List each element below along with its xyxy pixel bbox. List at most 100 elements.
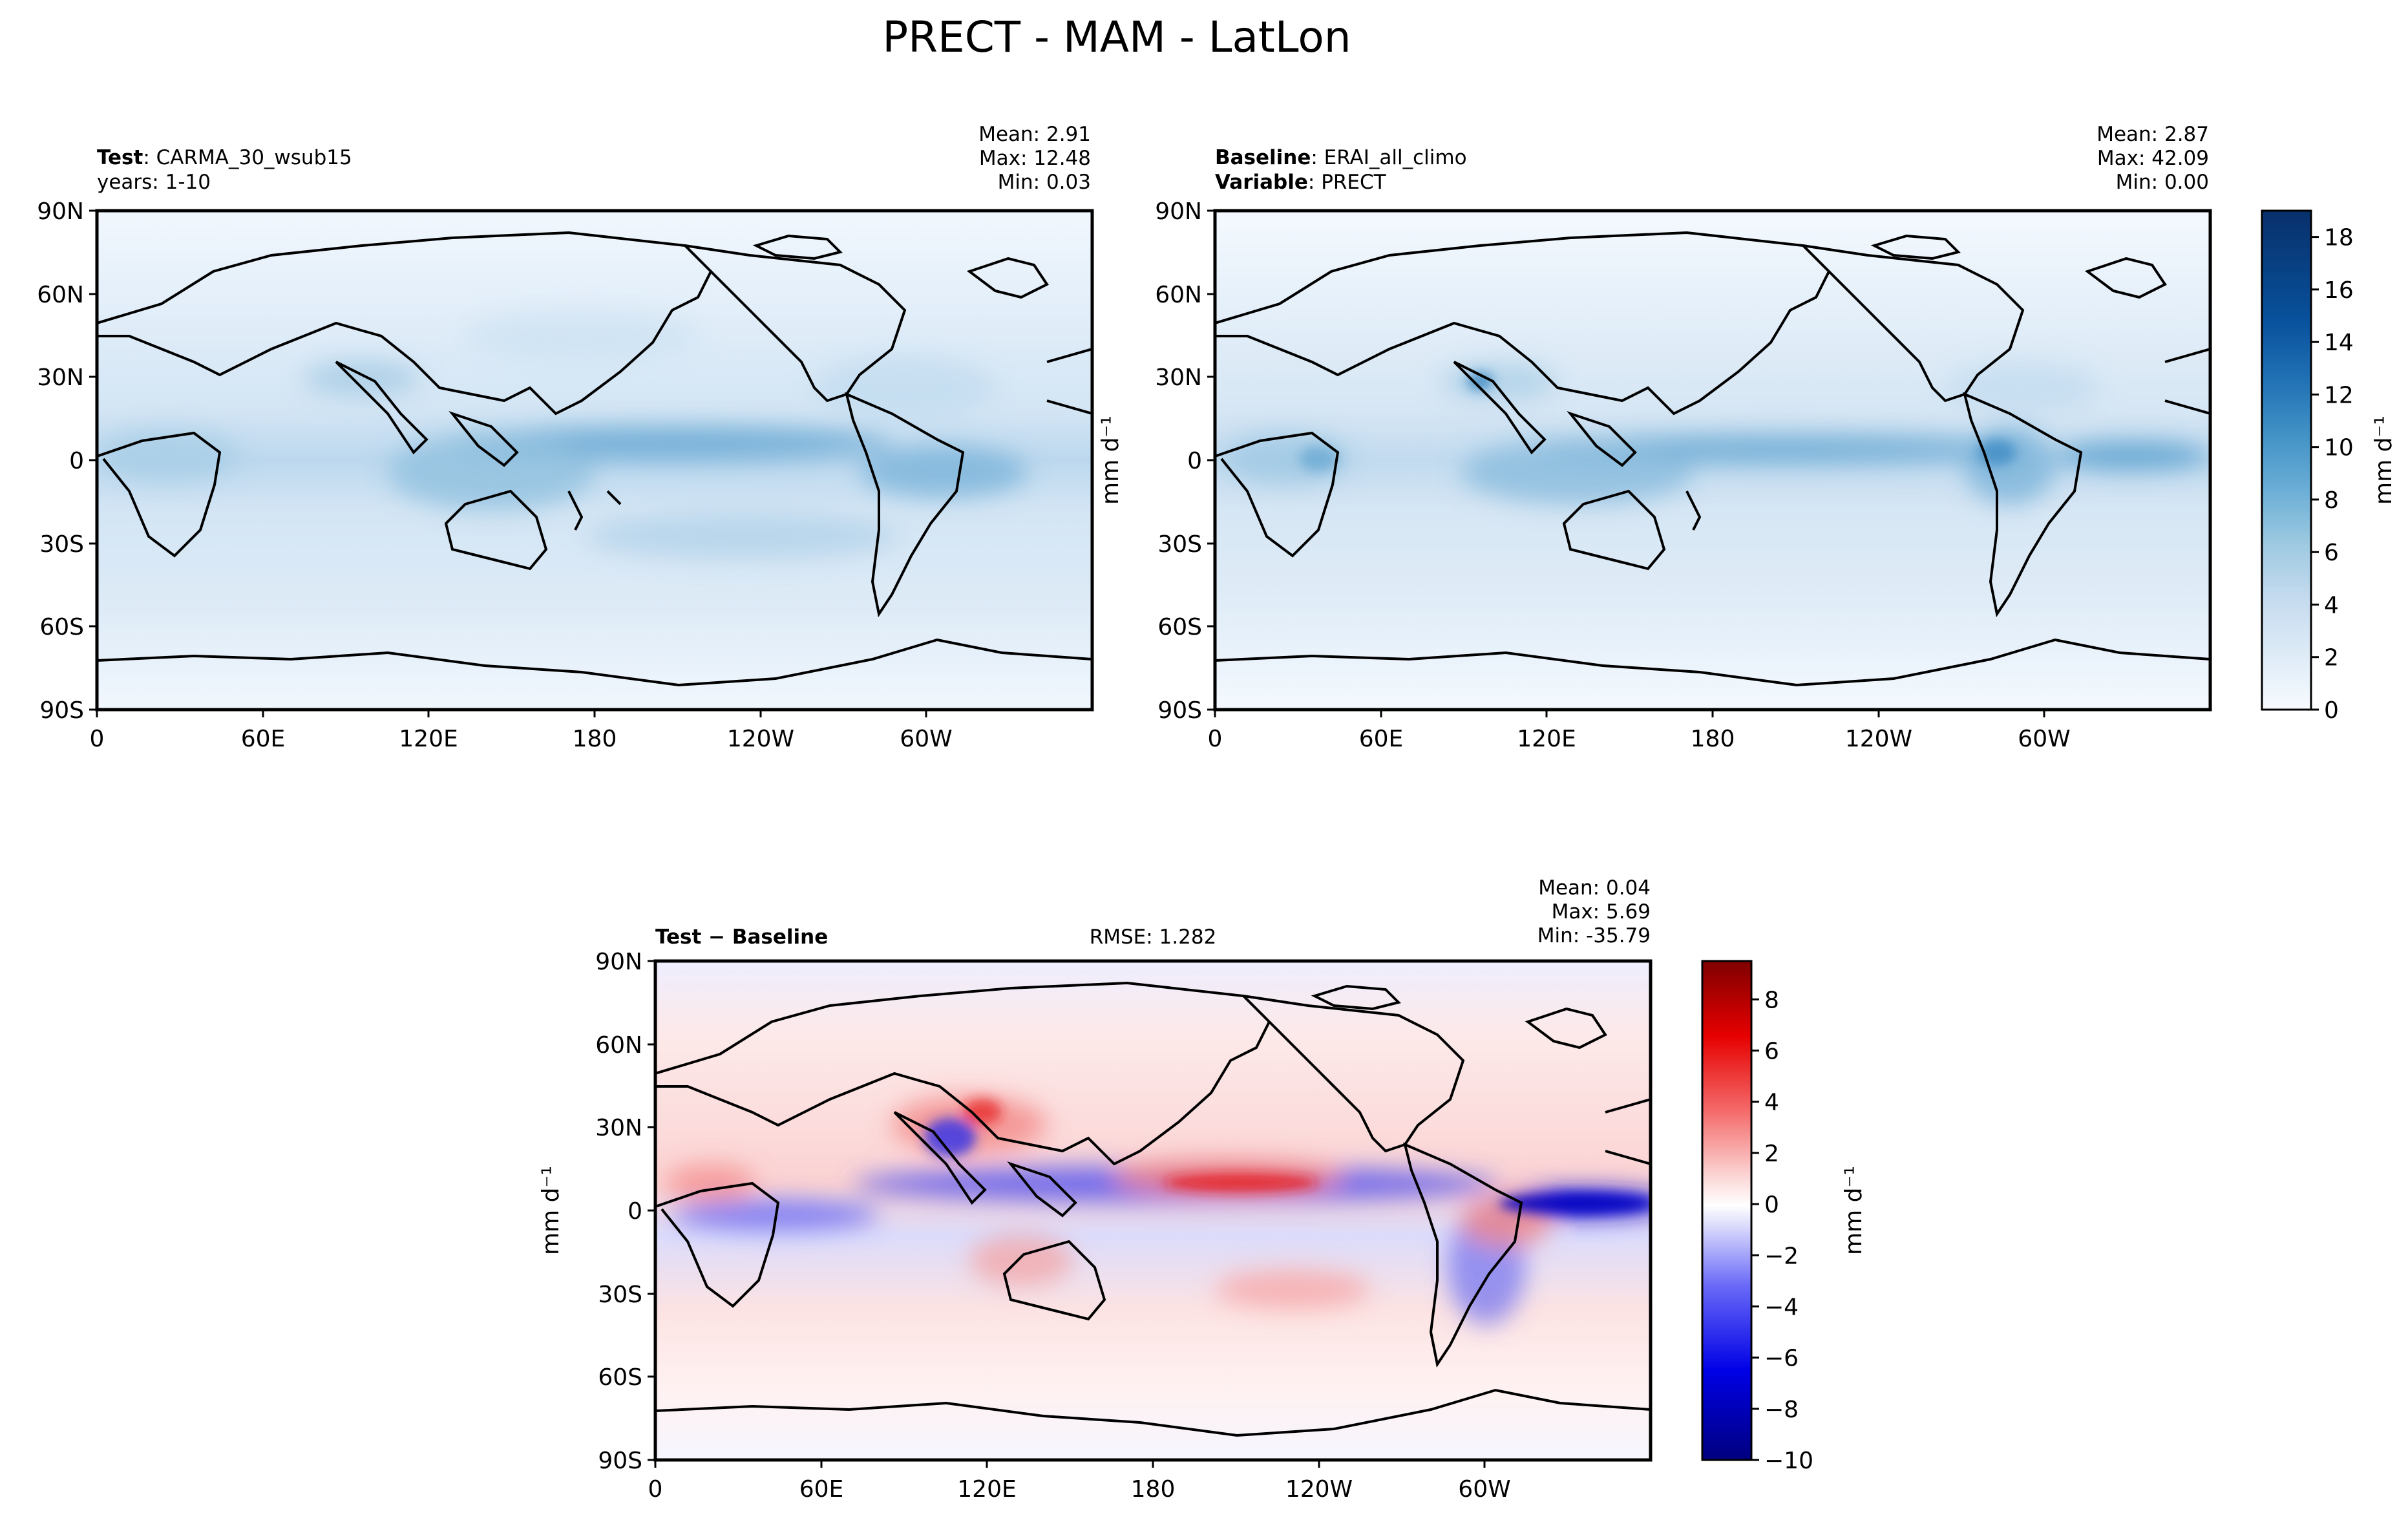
colorbar-tick-label: 12 (2324, 382, 2354, 408)
x-tick: 180 (1691, 710, 1735, 752)
x-tick: 0 (648, 1460, 663, 1503)
svg-text:30S: 30S (39, 531, 84, 558)
test-mean: Mean: 2.91 (978, 123, 1091, 146)
baseline-panel: Baseline: ERAI_all_climo Variable: PRECT… (1097, 123, 2397, 752)
x-tick: 120W (727, 710, 794, 752)
colorbar-tick-label: −2 (1764, 1243, 1799, 1269)
x-tick: 60W (900, 710, 953, 752)
colorbar-tick-label: 14 (2324, 330, 2354, 356)
svg-text:120E: 120E (399, 726, 458, 752)
baseline-x-ticks: 0 60E 120E 180 120W 60W (1208, 710, 2071, 752)
baseline-y-ticks: 90N 60N 30N 0 30S 60S 90S (1155, 198, 1215, 724)
x-tick: 60E (1359, 710, 1403, 752)
x-tick: 60W (2018, 710, 2071, 752)
svg-text:90S: 90S (598, 1448, 642, 1474)
svg-text:90S: 90S (1157, 697, 1202, 724)
y-tick: 60S (39, 614, 97, 640)
svg-text:0: 0 (648, 1476, 663, 1503)
svg-text:60N: 60N (1155, 282, 1202, 308)
diff-y-ticks: 90N 60N 30N 0 30S 60S 90S (595, 949, 655, 1474)
x-tick: 120W (1845, 710, 1912, 752)
diff-panel: Test − Baseline RMSE: 1.282 Mean: 0.04 M… (538, 876, 1867, 1503)
x-tick: 180 (1131, 1460, 1176, 1503)
test-max: Max: 12.48 (979, 147, 1091, 170)
svg-text:0: 0 (628, 1198, 642, 1225)
figure-title: PRECT - MAM - LatLon (882, 12, 1351, 62)
colorbar-tick: −2 (1751, 1243, 1799, 1269)
y-tick: 0 (69, 448, 97, 474)
x-tick: 120E (957, 1460, 1017, 1503)
svg-text:60N: 60N (37, 282, 84, 308)
colorbar-tick: 18 (2311, 225, 2354, 251)
colorbar-tick-label: 4 (1764, 1090, 1779, 1116)
colorbar-tick: 12 (2311, 382, 2354, 408)
test-map-field (97, 211, 1092, 710)
svg-text:180: 180 (1691, 726, 1735, 752)
svg-text:60E: 60E (799, 1476, 844, 1503)
baseline-variable: Variable: PRECT (1215, 171, 1387, 194)
diff-rmse: RMSE: 1.282 (1090, 925, 1217, 949)
svg-text:60E: 60E (241, 726, 286, 752)
y-tick: 90S (598, 1448, 655, 1474)
svg-text:60N: 60N (595, 1032, 642, 1059)
y-tick: 30N (1155, 365, 1215, 391)
colorbar-tick: 2 (2311, 645, 2339, 671)
colorbar-tick: 8 (2311, 487, 2339, 514)
svg-text:0: 0 (90, 726, 105, 752)
y-tick: 90S (1157, 697, 1215, 724)
svg-text:30S: 30S (1157, 531, 1202, 558)
colorbar-tick: 10 (2311, 435, 2354, 461)
colorbar-tick: −8 (1751, 1397, 1799, 1423)
colorbar-tick: 16 (2311, 277, 2354, 304)
svg-text:120E: 120E (1517, 726, 1576, 752)
colorbar-tick-label: 0 (1764, 1192, 1779, 1218)
x-tick: 60W (1458, 1460, 1511, 1503)
svg-text:60W: 60W (900, 726, 952, 752)
svg-text:60W: 60W (2018, 726, 2070, 752)
colorbar-tick: 6 (1751, 1039, 1779, 1065)
test-years: years: 1-10 (97, 171, 211, 194)
colorbar-tick: 2 (1751, 1141, 1779, 1167)
colorbar-tick-label: 10 (2324, 435, 2354, 461)
svg-text:180: 180 (573, 726, 617, 752)
diff-colorbar-ticks: −10 −8 −6 −4 −2 0 2 4 6 8 (1751, 987, 1813, 1474)
x-tick: 60E (241, 710, 286, 752)
colorbar-tick: −4 (1751, 1294, 1799, 1320)
svg-text:30S: 30S (598, 1282, 642, 1308)
y-tick: 30S (39, 531, 97, 558)
svg-text:30N: 30N (37, 365, 84, 391)
colorbar-tick: −10 (1751, 1448, 1813, 1474)
svg-text:0: 0 (1208, 726, 1223, 752)
svg-text:60S: 60S (39, 614, 84, 640)
blues-colorbar-ticks: 0 2 4 6 8 10 12 14 16 18 (2311, 225, 2354, 724)
y-tick: 60N (1155, 282, 1215, 308)
colorbar-tick-label: 6 (2324, 540, 2339, 566)
svg-text:60W: 60W (1458, 1476, 1510, 1503)
y-tick: 90N (595, 949, 655, 975)
svg-text:90N: 90N (595, 949, 642, 975)
svg-text:120W: 120W (1845, 726, 1912, 752)
test-coastlines (97, 231, 1092, 687)
diff-colorbar-label: mm d⁻¹ (1841, 1166, 1867, 1255)
y-tick: 90N (37, 198, 97, 225)
x-tick: 120W (1285, 1460, 1353, 1503)
x-tick: 180 (573, 710, 617, 752)
svg-text:180: 180 (1131, 1476, 1176, 1503)
svg-text:30N: 30N (595, 1115, 642, 1141)
colorbar-tick-label: 8 (1764, 987, 1779, 1013)
colorbar-tick-label: 8 (2324, 487, 2339, 514)
y-tick: 60S (1157, 614, 1215, 640)
diff-max: Max: 5.69 (1552, 900, 1651, 924)
colorbar-tick-label: 2 (2324, 645, 2339, 671)
colorbar-tick-label: 2 (1764, 1141, 1779, 1167)
y-tick: 90N (1155, 198, 1215, 225)
test-y-ticks: 90N 60N 30N 0 30S 60S 90S (37, 198, 97, 724)
baseline-ylabel: mm d⁻¹ (1097, 416, 1124, 505)
diff-colorbar: −10 −8 −6 −4 −2 0 2 4 6 8 mm d⁻¹ (1701, 960, 1867, 1474)
svg-text:0: 0 (1187, 448, 1202, 474)
y-tick: 0 (628, 1198, 655, 1225)
diff-header: Test − Baseline (655, 925, 828, 949)
svg-text:90N: 90N (37, 198, 84, 225)
svg-text:90S: 90S (39, 697, 84, 724)
